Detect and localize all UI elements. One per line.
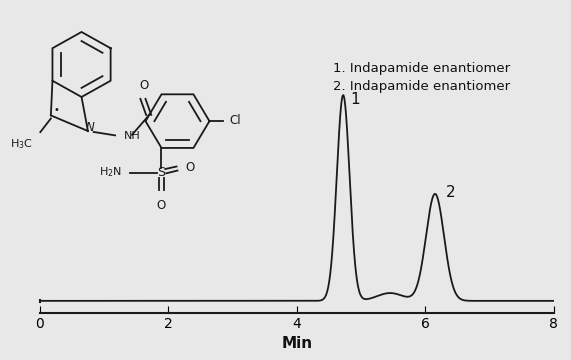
Text: O: O [139, 79, 148, 92]
X-axis label: Min: Min [282, 336, 312, 351]
Text: 2: 2 [446, 185, 456, 200]
Text: H$_3$C: H$_3$C [10, 138, 33, 152]
Text: Cl: Cl [230, 114, 241, 127]
Text: 1: 1 [350, 93, 360, 108]
Text: O: O [186, 161, 195, 174]
Text: S: S [158, 166, 166, 179]
Text: O: O [157, 199, 166, 212]
Text: 1. Indapamide enantiomer
2. Indapamide enantiomer: 1. Indapamide enantiomer 2. Indapamide e… [333, 62, 510, 93]
Text: H$_2$N: H$_2$N [99, 165, 122, 179]
Text: N: N [86, 121, 95, 134]
Text: NH: NH [124, 131, 140, 141]
Text: •: • [54, 105, 59, 115]
